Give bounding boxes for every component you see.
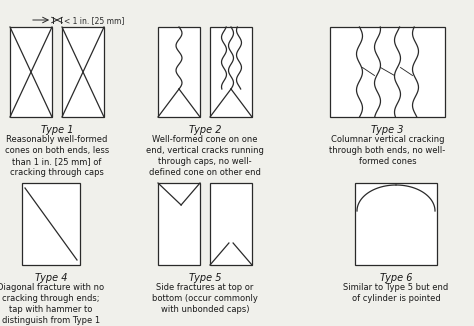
Text: Reasonably well-formed
cones on both ends, less
than 1 in. [25 mm] of
cracking t: Reasonably well-formed cones on both end… bbox=[5, 135, 109, 177]
Bar bbox=[330, 27, 445, 117]
Bar bbox=[10, 27, 52, 117]
Text: Diagonal fracture with no
cracking through ends;
tap with hammer to
distinguish : Diagonal fracture with no cracking throu… bbox=[0, 283, 105, 325]
Text: Columnar vertical cracking
through both ends, no well-
formed cones: Columnar vertical cracking through both … bbox=[329, 135, 446, 166]
Bar bbox=[158, 183, 200, 265]
Text: Type 2: Type 2 bbox=[189, 125, 221, 135]
Bar bbox=[210, 183, 252, 265]
Text: Side fractures at top or
bottom (occur commonly
with unbonded caps): Side fractures at top or bottom (occur c… bbox=[152, 283, 258, 314]
Bar bbox=[355, 183, 437, 265]
Text: Type 4: Type 4 bbox=[35, 273, 67, 283]
Text: Similar to Type 5 but end
of cylinder is pointed: Similar to Type 5 but end of cylinder is… bbox=[343, 283, 448, 303]
Bar bbox=[210, 27, 252, 117]
Text: Type 6: Type 6 bbox=[380, 273, 412, 283]
Text: Type 5: Type 5 bbox=[189, 273, 221, 283]
Text: Well-formed cone on one
end, vertical cracks running
through caps, no well-
defi: Well-formed cone on one end, vertical cr… bbox=[146, 135, 264, 177]
Text: Type 1: Type 1 bbox=[41, 125, 73, 135]
Bar bbox=[22, 183, 80, 265]
Text: Type 3: Type 3 bbox=[371, 125, 404, 135]
Text: < 1 in. [25 mm]: < 1 in. [25 mm] bbox=[64, 17, 124, 25]
Bar bbox=[158, 27, 200, 117]
Bar bbox=[62, 27, 104, 117]
